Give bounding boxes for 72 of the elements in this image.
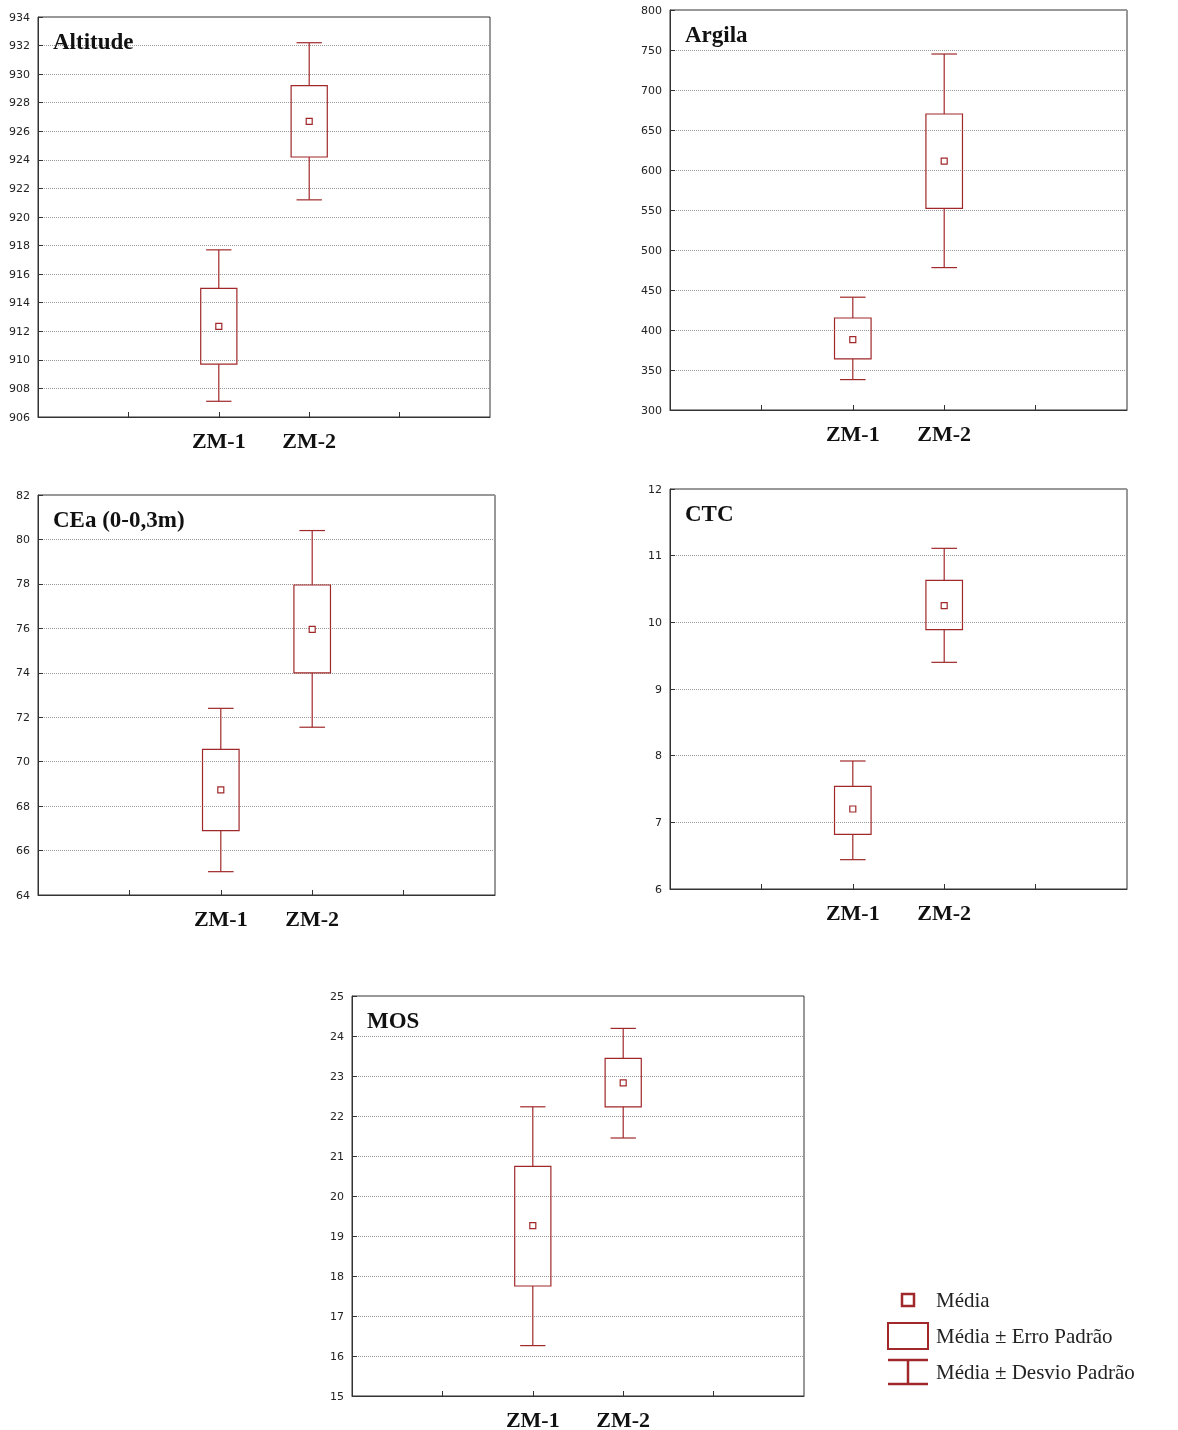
y-tick-label: 700 <box>641 83 662 97</box>
y-tick-label: 750 <box>641 43 662 57</box>
y-tick-label: 908 <box>9 381 30 395</box>
y-tick-label: 912 <box>9 324 30 338</box>
text: Média ± Erro Padrão <box>936 1323 1113 1349</box>
y-tick-label: 906 <box>9 410 30 424</box>
y-tick-label: 928 <box>9 96 30 110</box>
y-tick-label: 8 <box>655 749 662 763</box>
y-tick-label: 930 <box>9 67 30 81</box>
y-tick-label: 15 <box>330 1389 344 1403</box>
x-tick-label: ZM-2 <box>917 420 972 446</box>
y-tick-label: 21 <box>330 1149 344 1163</box>
y-tick-label: 12 <box>648 482 662 496</box>
y-tick-label: 7 <box>655 815 662 829</box>
x-tick-label: ZM-2 <box>917 899 972 925</box>
y-tick-label: 64 <box>16 888 30 902</box>
y-tick-label: 24 <box>330 1029 344 1043</box>
y-tick-label: 72 <box>16 710 30 724</box>
y-tick-label: 918 <box>9 239 30 253</box>
y-tick-label: 22 <box>330 1109 344 1123</box>
y-tick-label: 10 <box>648 615 662 629</box>
y-tick-label: 910 <box>9 353 30 367</box>
text: Argila <box>685 22 749 47</box>
y-tick-label: 16 <box>330 1349 344 1363</box>
y-tick-label: 550 <box>641 203 662 217</box>
y-tick-label: 650 <box>641 123 662 137</box>
x-tick-label: ZM-2 <box>282 427 337 453</box>
y-tick-label: 400 <box>641 323 662 337</box>
y-tick-label: 78 <box>16 577 30 591</box>
y-tick-label: 600 <box>641 163 662 177</box>
y-tick-label: 932 <box>9 39 30 53</box>
y-tick-label: 914 <box>9 296 30 310</box>
y-tick-label: 926 <box>9 124 30 138</box>
x-tick-label: ZM-2 <box>596 1406 651 1430</box>
y-tick-label: 74 <box>16 666 30 680</box>
y-tick-label: 924 <box>9 153 30 167</box>
y-tick-label: 25 <box>330 989 344 1003</box>
x-tick-label: ZM-1 <box>825 420 880 446</box>
text: Média ± Desvio Padrão <box>936 1359 1135 1385</box>
y-tick-label: 80 <box>16 532 30 546</box>
y-tick-label: 922 <box>9 181 30 195</box>
y-tick-label: 19 <box>330 1229 344 1243</box>
x-tick-label: ZM-1 <box>193 905 248 931</box>
y-tick-label: 68 <box>16 799 30 813</box>
y-tick-label: 17 <box>330 1309 344 1323</box>
y-tick-label: 82 <box>16 488 30 502</box>
y-tick-label: 350 <box>641 363 662 377</box>
y-tick-label: 920 <box>9 210 30 224</box>
y-tick-label: 300 <box>641 403 662 417</box>
y-tick-label: 450 <box>641 283 662 297</box>
text: Média <box>936 1287 990 1313</box>
y-tick-label: 76 <box>16 621 30 635</box>
y-tick-label: 20 <box>330 1189 344 1203</box>
x-tick-label: ZM-1 <box>825 899 880 925</box>
y-tick-label: 70 <box>16 755 30 769</box>
y-tick-label: 18 <box>330 1269 344 1283</box>
y-tick-label: 800 <box>641 3 662 17</box>
y-tick-label: 934 <box>9 10 30 24</box>
x-tick-label: ZM-1 <box>505 1406 560 1430</box>
x-tick-label: ZM-1 <box>191 427 246 453</box>
text: CEa (0-0,3m) <box>53 507 185 532</box>
x-tick-label: ZM-2 <box>285 905 340 931</box>
text: MOS <box>367 1008 420 1033</box>
text: CTC <box>685 501 734 526</box>
y-tick-label: 23 <box>330 1069 344 1083</box>
y-tick-label: 11 <box>648 549 662 563</box>
y-tick-label: 916 <box>9 267 30 281</box>
y-tick-label: 500 <box>641 243 662 257</box>
y-tick-label: 6 <box>655 882 662 896</box>
y-tick-label: 9 <box>655 682 662 696</box>
y-tick-label: 66 <box>16 844 30 858</box>
text: Altitude <box>53 29 134 54</box>
